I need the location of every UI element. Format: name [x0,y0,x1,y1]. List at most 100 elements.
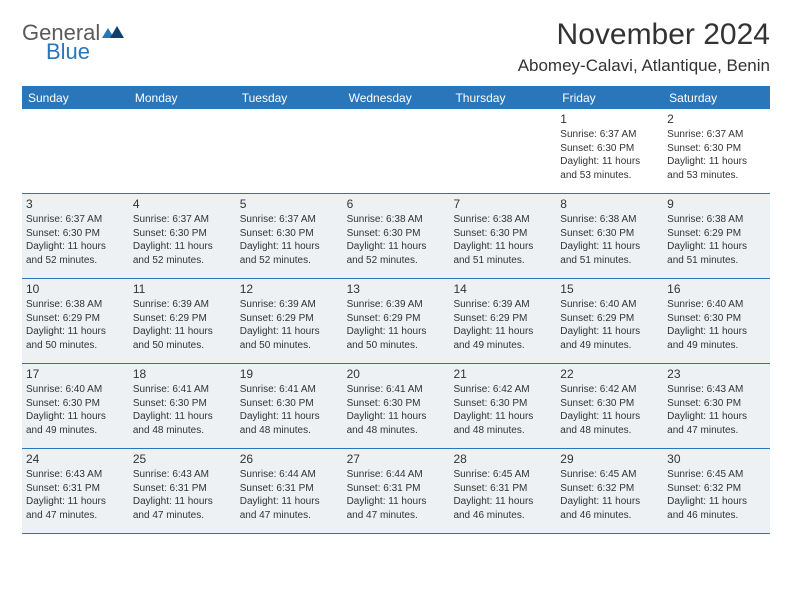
day-cell: 2Sunrise: 6:37 AMSunset: 6:30 PMDaylight… [663,109,770,193]
day-number: 25 [133,451,232,467]
day-number: 2 [667,111,766,127]
day-cell: 8Sunrise: 6:38 AMSunset: 6:30 PMDaylight… [556,194,663,278]
day-cell: 20Sunrise: 6:41 AMSunset: 6:30 PMDayligh… [343,364,450,448]
sunrise-text: Sunrise: 6:40 AM [26,383,125,397]
day-info: Sunrise: 6:45 AMSunset: 6:32 PMDaylight:… [560,468,659,522]
day-number: 20 [347,366,446,382]
sunset-text: Sunset: 6:29 PM [667,227,766,241]
day-cell: 7Sunrise: 6:38 AMSunset: 6:30 PMDaylight… [449,194,556,278]
sunrise-text: Sunrise: 6:41 AM [133,383,232,397]
daylight-text: Daylight: 11 hours and 53 minutes. [667,155,766,182]
sunset-text: Sunset: 6:31 PM [453,482,552,496]
day-number: 24 [26,451,125,467]
sunset-text: Sunset: 6:29 PM [133,312,232,326]
day-number: 1 [560,111,659,127]
sunrise-text: Sunrise: 6:39 AM [240,298,339,312]
day-number: 10 [26,281,125,297]
day-info: Sunrise: 6:41 AMSunset: 6:30 PMDaylight:… [133,383,232,437]
day-number: 29 [560,451,659,467]
sunset-text: Sunset: 6:30 PM [133,227,232,241]
day-cell: 21Sunrise: 6:42 AMSunset: 6:30 PMDayligh… [449,364,556,448]
day-number: 30 [667,451,766,467]
title-block: November 2024 Abomey-Calavi, Atlantique,… [518,18,770,76]
sunrise-text: Sunrise: 6:43 AM [133,468,232,482]
sunrise-text: Sunrise: 6:37 AM [560,128,659,142]
sunrise-text: Sunrise: 6:43 AM [667,383,766,397]
daylight-text: Daylight: 11 hours and 52 minutes. [240,240,339,267]
day-number: 16 [667,281,766,297]
daylight-text: Daylight: 11 hours and 50 minutes. [26,325,125,352]
day-cell: 25Sunrise: 6:43 AMSunset: 6:31 PMDayligh… [129,449,236,533]
sunrise-text: Sunrise: 6:39 AM [347,298,446,312]
day-number: 5 [240,196,339,212]
day-info: Sunrise: 6:42 AMSunset: 6:30 PMDaylight:… [560,383,659,437]
sunrise-text: Sunrise: 6:37 AM [667,128,766,142]
day-number: 26 [240,451,339,467]
day-cell: 4Sunrise: 6:37 AMSunset: 6:30 PMDaylight… [129,194,236,278]
day-number: 6 [347,196,446,212]
day-cell [449,109,556,193]
sunrise-text: Sunrise: 6:37 AM [133,213,232,227]
day-info: Sunrise: 6:40 AMSunset: 6:29 PMDaylight:… [560,298,659,352]
day-cell: 3Sunrise: 6:37 AMSunset: 6:30 PMDaylight… [22,194,129,278]
day-number: 3 [26,196,125,212]
calendar-page: General Blue November 2024 Abomey-Calavi… [0,0,792,544]
daylight-text: Daylight: 11 hours and 52 minutes. [133,240,232,267]
day-info: Sunrise: 6:38 AMSunset: 6:29 PMDaylight:… [26,298,125,352]
daylight-text: Daylight: 11 hours and 52 minutes. [347,240,446,267]
day-number: 11 [133,281,232,297]
sunset-text: Sunset: 6:30 PM [560,142,659,156]
sunrise-text: Sunrise: 6:45 AM [560,468,659,482]
sunrise-text: Sunrise: 6:41 AM [347,383,446,397]
daylight-text: Daylight: 11 hours and 50 minutes. [133,325,232,352]
sunset-text: Sunset: 6:30 PM [667,142,766,156]
calendar-grid: Sunday Monday Tuesday Wednesday Thursday… [22,86,770,534]
weekday-header: Friday [556,88,663,109]
week-row: 17Sunrise: 6:40 AMSunset: 6:30 PMDayligh… [22,364,770,449]
day-cell: 23Sunrise: 6:43 AMSunset: 6:30 PMDayligh… [663,364,770,448]
weekday-header-row: Sunday Monday Tuesday Wednesday Thursday… [22,88,770,109]
sunrise-text: Sunrise: 6:43 AM [26,468,125,482]
daylight-text: Daylight: 11 hours and 48 minutes. [560,410,659,437]
day-cell [129,109,236,193]
day-cell: 19Sunrise: 6:41 AMSunset: 6:30 PMDayligh… [236,364,343,448]
day-info: Sunrise: 6:41 AMSunset: 6:30 PMDaylight:… [240,383,339,437]
day-cell: 14Sunrise: 6:39 AMSunset: 6:29 PMDayligh… [449,279,556,363]
day-cell: 26Sunrise: 6:44 AMSunset: 6:31 PMDayligh… [236,449,343,533]
week-row: 24Sunrise: 6:43 AMSunset: 6:31 PMDayligh… [22,449,770,534]
sunset-text: Sunset: 6:30 PM [133,397,232,411]
day-info: Sunrise: 6:40 AMSunset: 6:30 PMDaylight:… [667,298,766,352]
sunrise-text: Sunrise: 6:44 AM [347,468,446,482]
sunset-text: Sunset: 6:29 PM [26,312,125,326]
sunrise-text: Sunrise: 6:42 AM [560,383,659,397]
sunset-text: Sunset: 6:31 PM [26,482,125,496]
sunrise-text: Sunrise: 6:38 AM [347,213,446,227]
month-title: November 2024 [518,18,770,52]
day-cell: 15Sunrise: 6:40 AMSunset: 6:29 PMDayligh… [556,279,663,363]
sunrise-text: Sunrise: 6:40 AM [560,298,659,312]
day-info: Sunrise: 6:37 AMSunset: 6:30 PMDaylight:… [560,128,659,182]
sunset-text: Sunset: 6:29 PM [240,312,339,326]
daylight-text: Daylight: 11 hours and 47 minutes. [26,495,125,522]
header: General Blue November 2024 Abomey-Calavi… [22,18,770,76]
sunrise-text: Sunrise: 6:39 AM [133,298,232,312]
day-cell: 5Sunrise: 6:37 AMSunset: 6:30 PMDaylight… [236,194,343,278]
day-info: Sunrise: 6:39 AMSunset: 6:29 PMDaylight:… [453,298,552,352]
daylight-text: Daylight: 11 hours and 47 minutes. [240,495,339,522]
sunset-text: Sunset: 6:30 PM [667,312,766,326]
sunrise-text: Sunrise: 6:38 AM [560,213,659,227]
day-number: 8 [560,196,659,212]
daylight-text: Daylight: 11 hours and 50 minutes. [240,325,339,352]
day-info: Sunrise: 6:45 AMSunset: 6:32 PMDaylight:… [667,468,766,522]
sunrise-text: Sunrise: 6:45 AM [667,468,766,482]
day-info: Sunrise: 6:41 AMSunset: 6:30 PMDaylight:… [347,383,446,437]
day-cell: 6Sunrise: 6:38 AMSunset: 6:30 PMDaylight… [343,194,450,278]
day-number: 13 [347,281,446,297]
sunrise-text: Sunrise: 6:38 AM [453,213,552,227]
daylight-text: Daylight: 11 hours and 48 minutes. [240,410,339,437]
day-info: Sunrise: 6:39 AMSunset: 6:29 PMDaylight:… [133,298,232,352]
day-info: Sunrise: 6:37 AMSunset: 6:30 PMDaylight:… [26,213,125,267]
weekday-header: Monday [129,88,236,109]
daylight-text: Daylight: 11 hours and 51 minutes. [560,240,659,267]
daylight-text: Daylight: 11 hours and 46 minutes. [560,495,659,522]
